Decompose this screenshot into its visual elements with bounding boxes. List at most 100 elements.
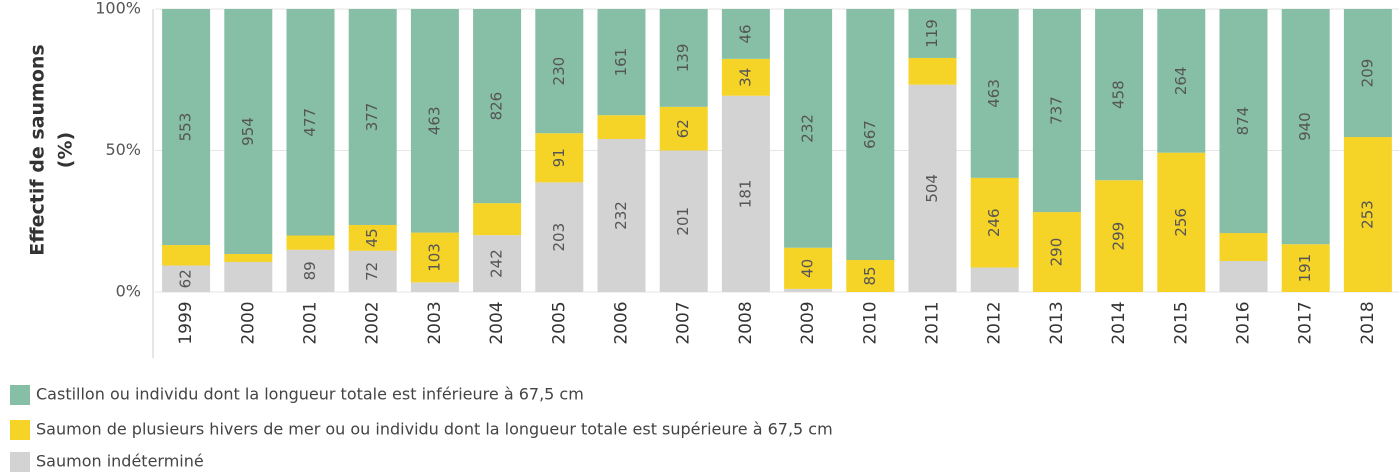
data-label: 737: [1047, 96, 1065, 125]
bar-segment: [348, 250, 397, 292]
data-label: 826: [488, 92, 506, 121]
data-label: 161: [612, 48, 630, 77]
data-label: 91: [550, 148, 568, 167]
bar-segment: [410, 232, 459, 283]
bar-segment: [162, 265, 211, 292]
data-label: 553: [177, 113, 195, 142]
x-tick-label: 2015: [1171, 301, 1191, 344]
x-tick-label: 2014: [1109, 301, 1129, 344]
bar-segment: [1157, 9, 1206, 153]
bar-segment: [286, 235, 335, 250]
bar-segment: [286, 249, 335, 292]
bar-segment: [908, 84, 957, 293]
bar-segment: [659, 150, 708, 292]
bar-segment: [1343, 9, 1392, 138]
x-tick-label: 2018: [1358, 301, 1378, 344]
x-tick-label: 2017: [1296, 301, 1316, 344]
data-label: 34: [736, 68, 754, 87]
data-label: 119: [923, 19, 941, 48]
legend-label: Saumon de plusieurs hivers de mer ou ou …: [36, 420, 833, 439]
data-label: 232: [799, 114, 817, 143]
bar-segment: [535, 9, 584, 134]
bar-segment: [1281, 244, 1330, 292]
bar-segment: [908, 57, 957, 85]
data-label: 477: [301, 108, 319, 137]
bar-segment: [535, 182, 584, 292]
x-tick-label: 2007: [674, 301, 694, 344]
data-label: 290: [1047, 238, 1065, 267]
bar-segment: [970, 9, 1019, 178]
bar-segment: [784, 9, 833, 248]
data-label: 89: [301, 261, 319, 280]
x-tick-label: 2011: [923, 301, 943, 344]
bar-segment: [846, 9, 895, 261]
bar-segment: [1219, 233, 1268, 261]
data-label: 40: [799, 259, 817, 278]
data-label: 201: [674, 207, 692, 236]
data-label: 874: [1234, 107, 1252, 136]
data-label: 256: [1172, 208, 1190, 237]
bar-segment: [348, 224, 397, 251]
data-label: 230: [550, 57, 568, 86]
bar-segment: [286, 9, 335, 236]
bar-segment: [1219, 9, 1268, 234]
bar-segment: [473, 9, 522, 204]
data-label: 246: [985, 208, 1003, 237]
bar-segment: [784, 288, 833, 292]
bar-segment: [162, 9, 211, 246]
data-label: 62: [177, 269, 195, 288]
data-label: 181: [736, 180, 754, 209]
data-label: 46: [736, 24, 754, 43]
data-label: 232: [612, 201, 630, 230]
bar-segment: [597, 115, 646, 139]
data-label: 85: [861, 266, 879, 285]
x-tick-label: 2013: [1047, 301, 1067, 344]
bar-segment: [224, 253, 273, 262]
bar-segment: [721, 95, 770, 293]
bar-segment: [162, 245, 211, 266]
x-tick-label: 2004: [487, 301, 507, 344]
x-tick-label: 2002: [363, 301, 383, 344]
data-label: 72: [363, 262, 381, 281]
data-label: 191: [1296, 254, 1314, 283]
legend-swatch: [10, 420, 30, 440]
bar-segment: [784, 247, 833, 289]
bar-segment: [659, 9, 708, 107]
bar-segment: [1343, 137, 1392, 292]
legend-label: Saumon indéterminé: [36, 452, 204, 471]
bar-segment: [473, 203, 522, 236]
x-tick-label: 2005: [549, 301, 569, 344]
bar-segment: [721, 58, 770, 96]
bar-segment: [1032, 9, 1081, 213]
x-tick-label: 2016: [1234, 301, 1254, 344]
data-label: 940: [1296, 112, 1314, 141]
x-tick-label: 2012: [985, 301, 1005, 344]
bar-segment: [410, 9, 459, 233]
bar-segment: [473, 235, 522, 292]
bar-segment: [410, 282, 459, 292]
data-label: 954: [239, 117, 257, 146]
x-tick-label: 2008: [736, 301, 756, 344]
data-label: 139: [674, 44, 692, 73]
x-tick-label: 2000: [238, 301, 258, 344]
data-label: 62: [674, 119, 692, 138]
data-label: 299: [1110, 222, 1128, 251]
bar-segment: [597, 9, 646, 116]
data-label: 209: [1358, 59, 1376, 88]
data-label: 463: [425, 106, 443, 135]
data-label: 203: [550, 223, 568, 252]
data-label: 463: [985, 79, 1003, 108]
legend-swatch: [10, 385, 30, 405]
bar-segment: [659, 106, 708, 151]
y-axis-label: (%): [55, 132, 77, 168]
bar-segment: [1032, 212, 1081, 292]
x-tick-label: 2006: [612, 301, 632, 344]
y-axis-label: Effectif de saumons: [27, 44, 49, 255]
bar-segment: [1219, 260, 1268, 292]
data-label: 242: [488, 249, 506, 278]
x-tick-label: 2001: [301, 301, 321, 344]
x-tick-label: 1999: [176, 301, 196, 344]
bar-segment: [970, 177, 1019, 268]
data-label: 103: [425, 243, 443, 272]
